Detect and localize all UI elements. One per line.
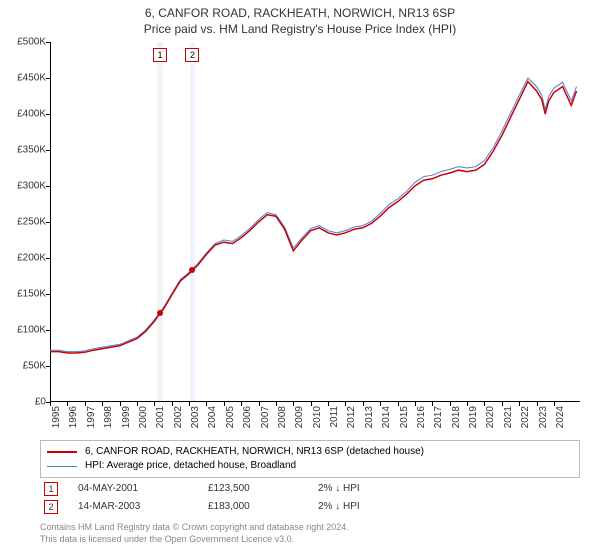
series-svg (50, 42, 580, 402)
y-axis-label: £450K (17, 73, 46, 84)
x-axis-label: 2001 (155, 406, 166, 428)
sales-row-marker: 1 (44, 482, 58, 496)
x-axis-label: 2013 (364, 406, 375, 428)
x-axis-label: 2012 (346, 406, 357, 428)
sale-marker: 1 (153, 48, 167, 62)
sales-row-change: 2% ↓ HPI (318, 498, 360, 516)
x-axis-label: 2023 (538, 406, 549, 428)
chart-title: 6, CANFOR ROAD, RACKHEATH, NORWICH, NR13… (0, 0, 600, 22)
x-axis-label: 2024 (555, 406, 566, 428)
sales-row-price: £123,500 (208, 480, 298, 498)
x-axis-label: 2006 (242, 406, 253, 428)
x-axis-label: 2010 (312, 406, 323, 428)
chart-plot-area: £0£50K£100K£150K£200K£250K£300K£350K£400… (50, 42, 580, 402)
x-axis-label: 2005 (225, 406, 236, 428)
x-axis-label: 1998 (103, 406, 114, 428)
legend-label: HPI: Average price, detached house, Broa… (85, 459, 296, 473)
chart-container: 6, CANFOR ROAD, RACKHEATH, NORWICH, NR13… (0, 0, 600, 560)
legend-swatch (47, 451, 77, 453)
y-axis-label: £50K (23, 361, 46, 372)
x-axis-label: 1997 (86, 406, 97, 428)
series-line-hpi (50, 78, 577, 352)
legend-item: 6, CANFOR ROAD, RACKHEATH, NORWICH, NR13… (47, 445, 573, 459)
y-axis-label: £500K (17, 37, 46, 48)
sale-marker: 2 (185, 48, 199, 62)
x-axis-label: 2002 (173, 406, 184, 428)
footer-line-1: Contains HM Land Registry data © Crown c… (40, 522, 580, 534)
sales-row: 2 14-MAR-2003 £183,000 2% ↓ HPI (40, 498, 580, 516)
x-axis-label: 2003 (190, 406, 201, 428)
y-axis-label: £150K (17, 289, 46, 300)
y-axis-label: £100K (17, 325, 46, 336)
series-line-property (50, 82, 577, 353)
sales-row: 1 04-MAY-2001 £123,500 2% ↓ HPI (40, 480, 580, 498)
x-axis-label: 2019 (468, 406, 479, 428)
legend-item: HPI: Average price, detached house, Broa… (47, 459, 573, 473)
y-axis-label: £300K (17, 181, 46, 192)
y-axis-label: £350K (17, 145, 46, 156)
x-axis-label: 2016 (416, 406, 427, 428)
sales-row-date: 14-MAR-2003 (78, 498, 188, 516)
x-axis-label: 2008 (277, 406, 288, 428)
sales-row-change: 2% ↓ HPI (318, 480, 360, 498)
x-axis-label: 2007 (260, 406, 271, 428)
y-axis-label: £0 (35, 397, 46, 408)
legend-box: 6, CANFOR ROAD, RACKHEATH, NORWICH, NR13… (40, 440, 580, 478)
y-axis-label: £400K (17, 109, 46, 120)
sales-row-price: £183,000 (208, 498, 298, 516)
footer-attribution: Contains HM Land Registry data © Crown c… (40, 522, 580, 545)
x-axis-label: 2021 (503, 406, 514, 428)
x-axis-label: 2014 (381, 406, 392, 428)
x-axis-label: 2020 (485, 406, 496, 428)
sales-row-marker: 2 (44, 500, 58, 514)
x-axis-label: 1996 (68, 406, 79, 428)
x-axis-label: 1995 (51, 406, 62, 428)
x-axis-label: 2015 (399, 406, 410, 428)
x-axis-label: 2022 (520, 406, 531, 428)
y-axis-label: £250K (17, 217, 46, 228)
sales-row-date: 04-MAY-2001 (78, 480, 188, 498)
sales-table: 1 04-MAY-2001 £123,500 2% ↓ HPI 2 14-MAR-2003… (40, 480, 580, 516)
x-axis-label: 2000 (138, 406, 149, 428)
chart-subtitle: Price paid vs. HM Land Registry's House … (0, 22, 600, 38)
legend-swatch (47, 466, 77, 467)
x-axis-label: 2011 (329, 406, 340, 428)
legend-label: 6, CANFOR ROAD, RACKHEATH, NORWICH, NR13… (85, 445, 424, 459)
sale-point (157, 310, 163, 316)
sale-point (189, 267, 195, 273)
x-axis-label: 2009 (294, 406, 305, 428)
x-axis-label: 2004 (207, 406, 218, 428)
y-axis-label: £200K (17, 253, 46, 264)
x-axis-label: 1999 (121, 406, 132, 428)
x-axis-label: 2018 (451, 406, 462, 428)
x-axis-label: 2017 (433, 406, 444, 428)
footer-line-2: This data is licensed under the Open Gov… (40, 534, 580, 546)
